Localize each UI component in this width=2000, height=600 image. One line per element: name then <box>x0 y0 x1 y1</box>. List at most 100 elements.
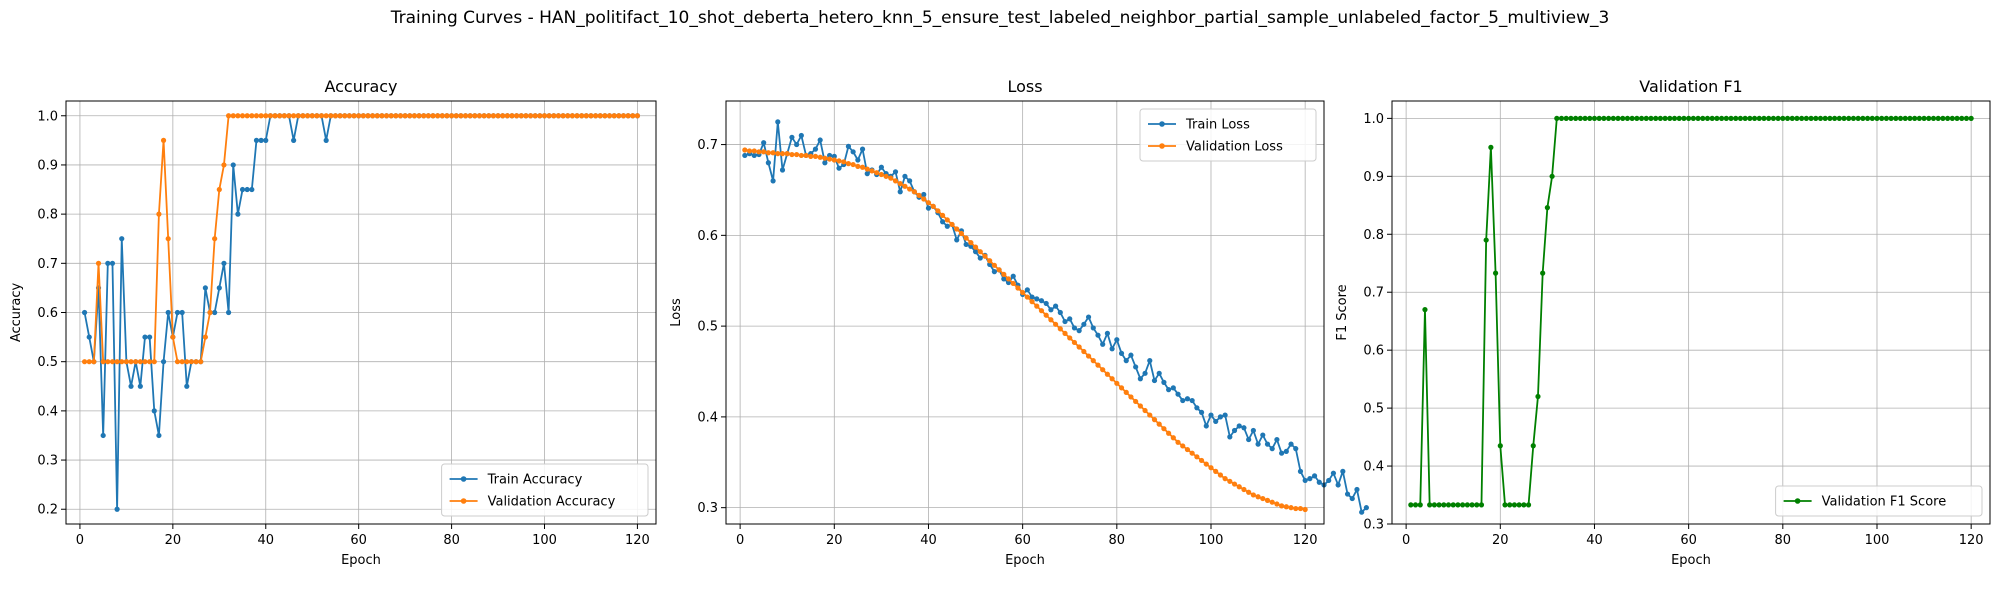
data-point <box>537 113 543 119</box>
data-point <box>1142 407 1148 414</box>
data-point <box>1048 317 1054 323</box>
data-point <box>925 205 932 211</box>
data-point <box>1194 454 1200 460</box>
subplot-title: Loss <box>1007 77 1042 96</box>
data-point <box>235 211 241 217</box>
data-point <box>202 334 208 340</box>
data-point <box>332 113 339 119</box>
data-point <box>1436 502 1442 508</box>
data-point <box>1417 502 1423 508</box>
data-point <box>888 175 894 181</box>
data-point <box>123 359 129 365</box>
data-point <box>1363 505 1369 511</box>
data-point <box>137 359 143 365</box>
data-point <box>1968 115 1974 121</box>
data-point <box>794 151 800 158</box>
data-point <box>1293 505 1299 512</box>
data-point <box>1455 502 1461 508</box>
data-point <box>935 208 941 214</box>
x-tick-label: 60 <box>350 533 367 548</box>
data-point <box>244 113 250 119</box>
data-point <box>1488 144 1494 150</box>
data-point <box>1024 287 1030 293</box>
x-tick-label: 40 <box>257 533 274 548</box>
data-point <box>1114 380 1120 386</box>
data-point <box>1029 299 1035 305</box>
data-point <box>751 148 757 154</box>
data-point <box>963 241 969 248</box>
data-point <box>323 137 329 143</box>
data-point <box>907 178 913 184</box>
data-point <box>356 113 362 119</box>
data-point <box>1123 389 1129 395</box>
data-point <box>902 173 908 179</box>
data-point <box>174 359 181 365</box>
data-point <box>1855 115 1861 121</box>
data-point <box>859 146 866 152</box>
data-point <box>137 383 143 389</box>
data-point <box>407 113 413 119</box>
x-tick-label: 80 <box>443 533 460 548</box>
data-point <box>1038 308 1045 314</box>
data-point <box>1789 115 1795 121</box>
data-point <box>114 506 120 512</box>
data-point <box>216 285 222 291</box>
data-point <box>1316 479 1322 485</box>
data-point <box>1808 115 1814 121</box>
data-point <box>1043 300 1049 307</box>
data-point <box>1601 115 1607 121</box>
legend-swatch-marker <box>460 498 467 504</box>
data-point <box>1945 115 1951 121</box>
data-point <box>239 186 246 193</box>
data-point <box>606 113 613 119</box>
data-point <box>841 159 847 165</box>
data-point <box>1686 115 1692 121</box>
data-point <box>1043 312 1049 318</box>
data-point <box>1464 502 1470 508</box>
data-point <box>221 162 227 168</box>
data-point <box>1507 502 1513 508</box>
data-point <box>1166 430 1172 436</box>
data-point <box>1615 115 1621 121</box>
data-point <box>1170 385 1176 391</box>
data-point <box>1460 502 1466 508</box>
data-point <box>892 169 899 175</box>
data-point <box>1723 115 1729 121</box>
data-point <box>393 113 399 119</box>
data-point <box>1832 115 1838 121</box>
data-point <box>1147 358 1153 364</box>
data-point <box>100 432 106 439</box>
data-point <box>1297 468 1304 474</box>
data-point <box>565 113 571 119</box>
data-point <box>1034 296 1040 302</box>
data-point <box>1128 352 1134 358</box>
data-point <box>1869 115 1875 121</box>
data-point <box>1761 115 1767 121</box>
data-point <box>314 113 320 119</box>
data-point <box>1184 396 1191 402</box>
data-point <box>1850 115 1857 121</box>
data-point <box>91 359 97 365</box>
data-point <box>1349 495 1355 502</box>
data-point <box>878 164 884 170</box>
data-point <box>560 113 566 119</box>
data-point <box>911 189 917 195</box>
data-point <box>1478 502 1485 508</box>
data-point <box>1949 115 1955 121</box>
data-point <box>1864 115 1871 121</box>
data-point <box>448 113 455 119</box>
data-point <box>1587 115 1593 121</box>
data-point <box>1246 489 1252 495</box>
data-point <box>779 151 786 157</box>
data-point <box>1231 481 1238 487</box>
data-point <box>1563 115 1569 121</box>
data-point <box>337 113 343 119</box>
data-point <box>1189 450 1195 456</box>
y-tick-label: 0.7 <box>37 257 58 272</box>
data-point <box>940 212 946 218</box>
data-point <box>1846 115 1852 121</box>
data-point <box>523 113 529 119</box>
data-point <box>569 113 575 119</box>
data-point <box>230 162 236 168</box>
data-point <box>1307 476 1313 482</box>
